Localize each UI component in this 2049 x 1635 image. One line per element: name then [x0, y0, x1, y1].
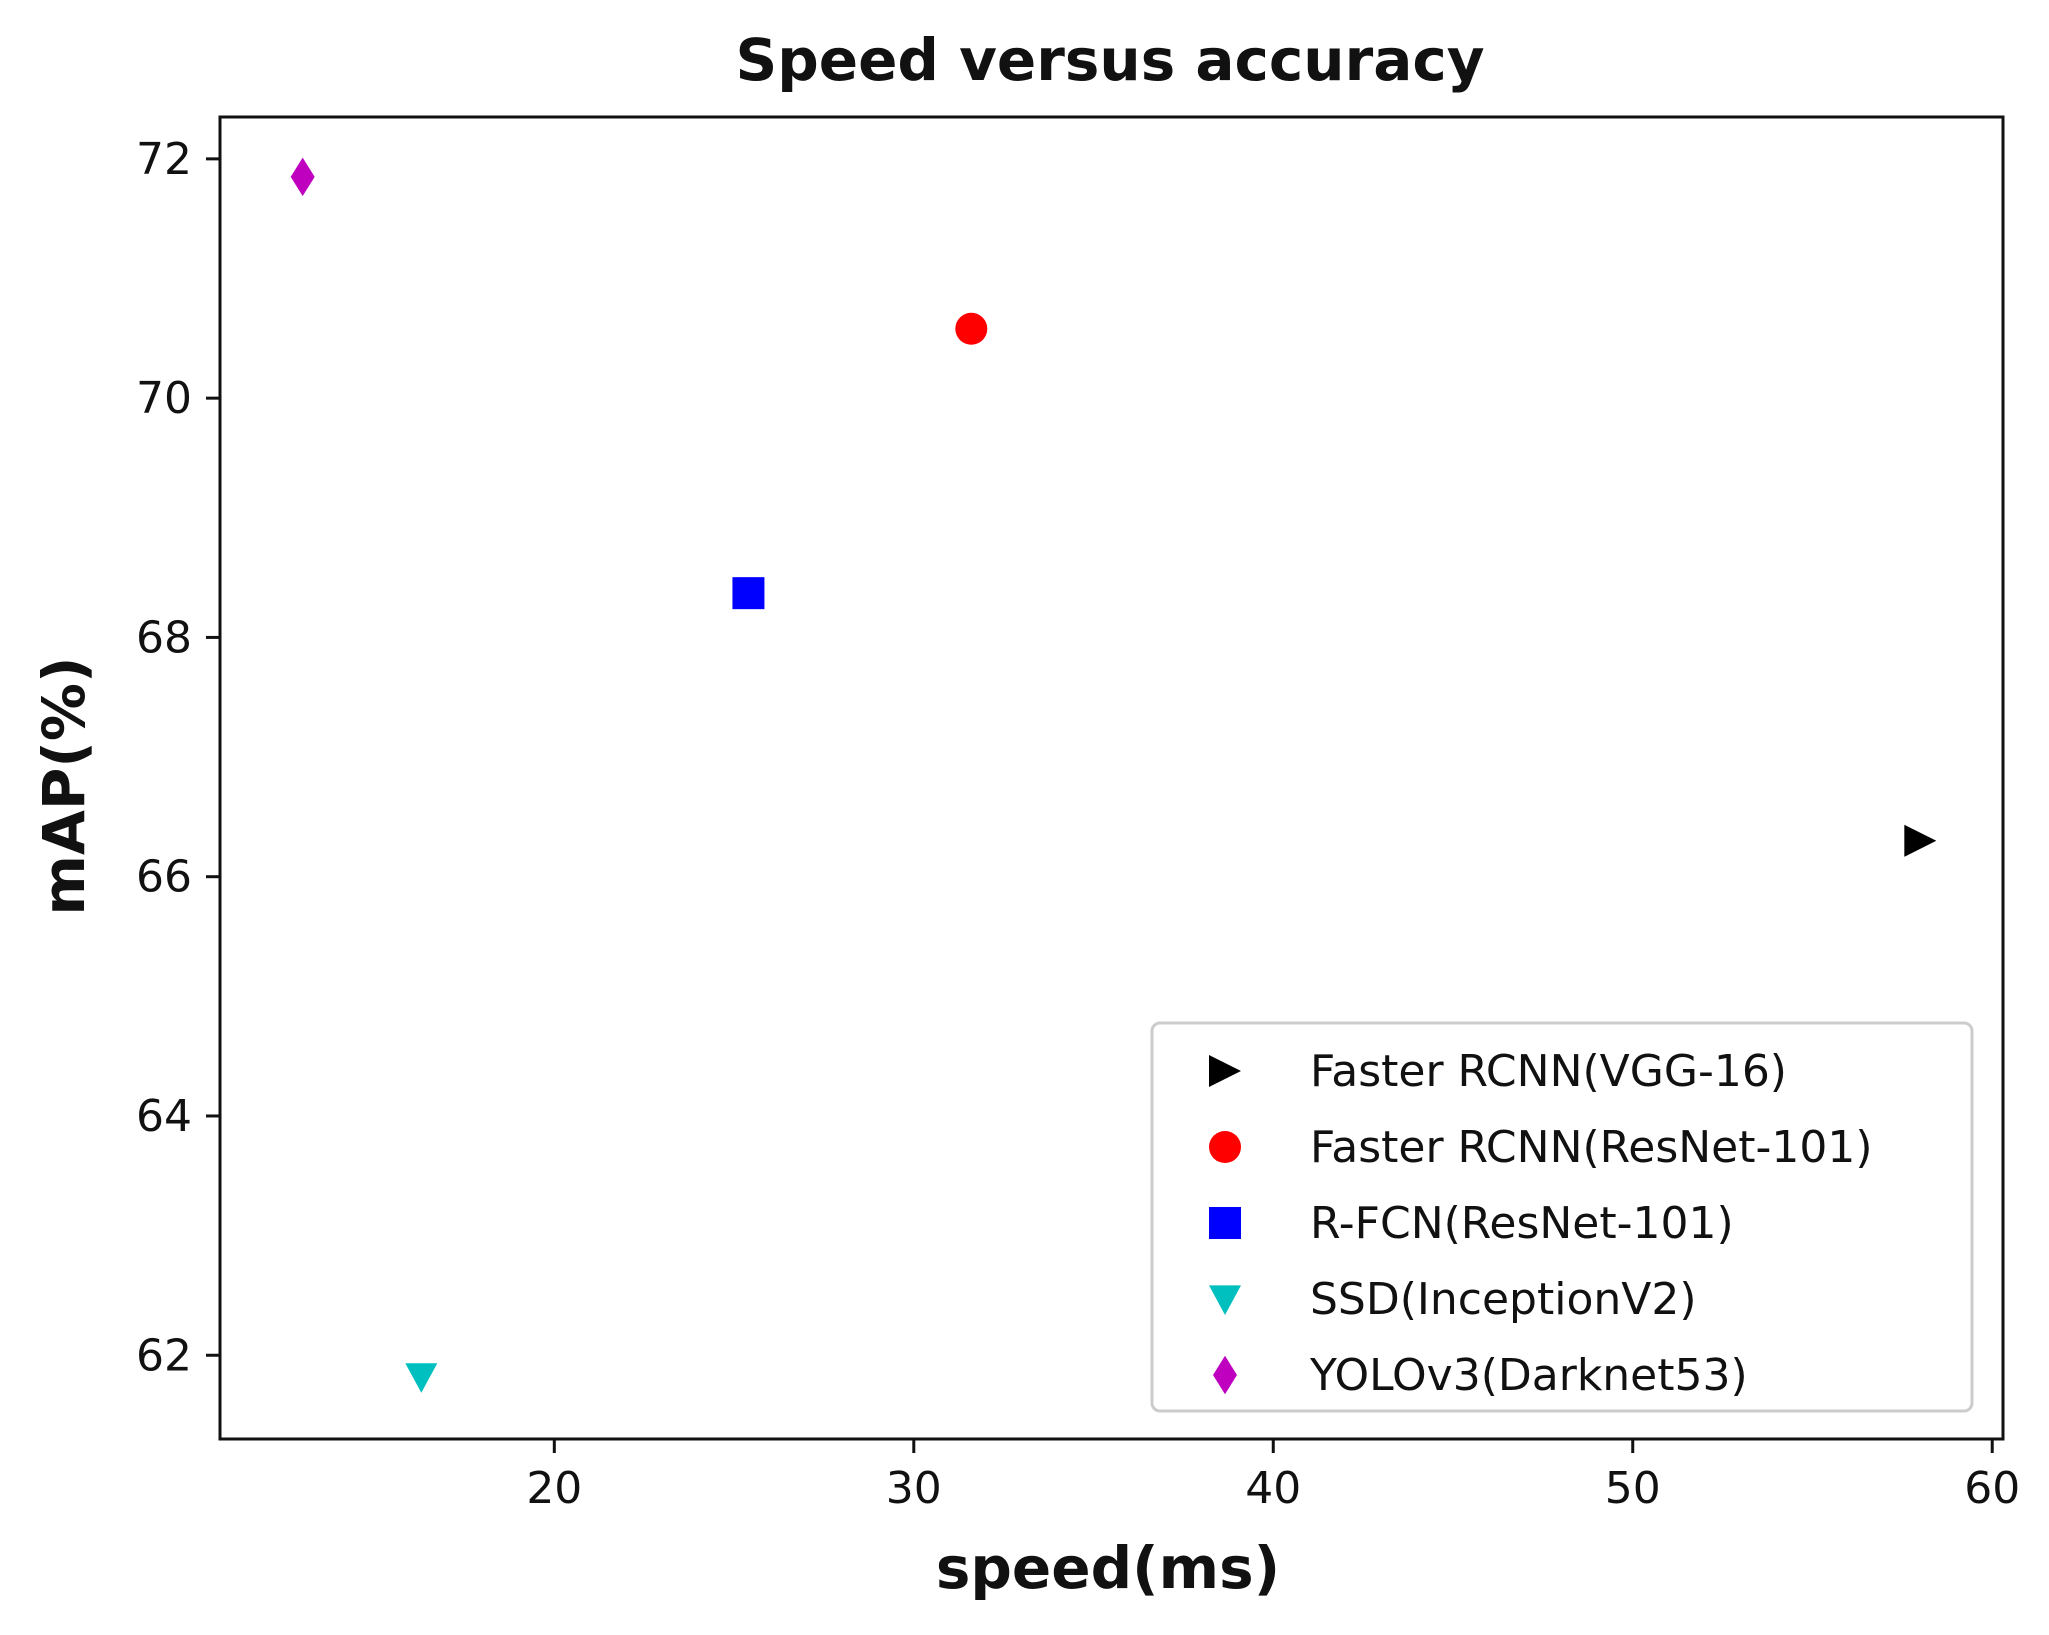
y-axis: 62 64 66 68 70 72: [136, 134, 220, 1381]
y-tick-label: 62: [136, 1330, 192, 1381]
legend: Faster RCNN(VGG-16) Faster RCNN(ResNet-10…: [1150, 1021, 1974, 1413]
legend-label: Faster RCNN(VGG-16): [1310, 1046, 1787, 1097]
data-points: [290, 157, 1937, 1393]
chart-title: Speed versus accuracy: [735, 26, 1484, 94]
x-tick-label: 40: [1245, 1463, 1301, 1514]
legend-label: Faster RCNN(ResNet-101): [1310, 1122, 1873, 1173]
legend-box: [1150, 1021, 1974, 1413]
data-point: [732, 577, 765, 610]
legend-marker: [1213, 1355, 1237, 1395]
x-tick-label: 60: [1964, 1463, 2020, 1514]
data-point: [405, 1363, 438, 1393]
plot-frame: [218, 115, 2005, 1441]
legend-item: R-FCN(ResNet-101): [1209, 1198, 1734, 1249]
y-axis-label: mAP(%): [30, 657, 98, 916]
y-tick-label: 70: [136, 373, 192, 424]
x-tick-label: 20: [526, 1463, 582, 1514]
x-axis: 20 30 40 50 60: [526, 1439, 2020, 1514]
y-tick-label: 66: [136, 852, 192, 903]
legend-item: Faster RCNN(VGG-16): [1209, 1046, 1787, 1097]
x-tick-label: 50: [1605, 1463, 1661, 1514]
legend-marker: [1209, 1285, 1241, 1315]
data-point: [290, 157, 315, 197]
legend-label: YOLOv3(Darknet53): [1309, 1350, 1748, 1401]
legend-marker: [1209, 1055, 1241, 1087]
y-tick-label: 68: [136, 612, 192, 663]
data-point: [1904, 824, 1937, 857]
legend-label: SSD(InceptionV2): [1310, 1274, 1697, 1325]
legend-item: YOLOv3(Darknet53): [1213, 1350, 1748, 1401]
x-tick-label: 30: [886, 1463, 942, 1514]
legend-label: R-FCN(ResNet-101): [1310, 1198, 1734, 1249]
legend-marker: [1209, 1131, 1241, 1163]
data-point: [955, 312, 988, 345]
y-tick-label: 72: [136, 134, 192, 185]
legend-item: Faster RCNN(ResNet-101): [1209, 1122, 1873, 1173]
y-tick-label: 64: [136, 1091, 192, 1142]
legend-marker: [1209, 1207, 1241, 1239]
x-axis-label: speed(ms): [936, 1534, 1280, 1602]
legend-item: SSD(InceptionV2): [1209, 1274, 1697, 1325]
